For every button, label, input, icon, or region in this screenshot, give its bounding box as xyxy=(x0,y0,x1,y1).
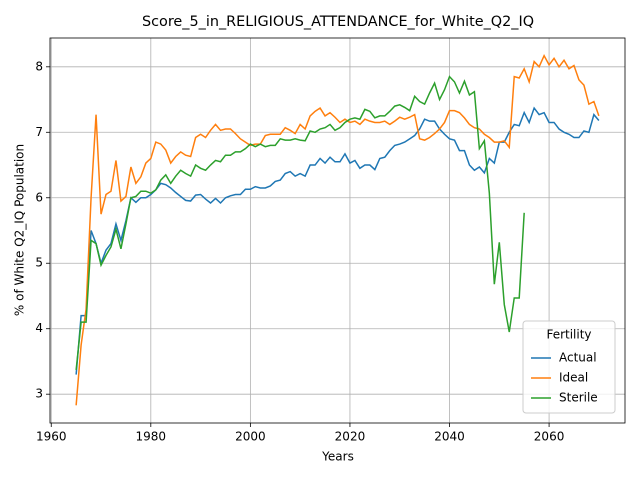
legend-label: Ideal xyxy=(559,371,588,385)
legend-box xyxy=(522,320,616,414)
y-tick-label: 5 xyxy=(35,256,43,270)
y-tick-label: 4 xyxy=(35,321,43,335)
legend-label: Sterile xyxy=(559,391,598,405)
x-tick-label: 2040 xyxy=(434,430,465,444)
legend-title: Fertility xyxy=(546,328,591,342)
x-tick-label: 1960 xyxy=(36,430,67,444)
y-tick-label: 8 xyxy=(35,59,43,73)
x-tick-label: 2020 xyxy=(335,430,366,444)
x-tick-label: 2000 xyxy=(235,430,266,444)
series-line xyxy=(75,53,600,406)
chart-title: Score_5_in_RELIGIOUS_ATTENDANCE_for_Whit… xyxy=(142,14,534,30)
series-line xyxy=(75,106,600,375)
x-tick-label: 2060 xyxy=(534,430,565,444)
y-tick-label: 7 xyxy=(35,125,43,139)
y-axis-label: % of White Q2_IQ Population xyxy=(13,144,27,316)
plot-frame xyxy=(49,37,626,424)
legend: Fertility Actual Ideal Sterile xyxy=(522,320,616,414)
series-line xyxy=(75,75,525,371)
x-axis-label: Years xyxy=(321,450,354,464)
y-tick-label: 6 xyxy=(35,190,43,204)
x-tick-label: 1980 xyxy=(136,430,167,444)
legend-label: Actual xyxy=(559,351,597,365)
y-tick-label: 3 xyxy=(35,387,43,401)
